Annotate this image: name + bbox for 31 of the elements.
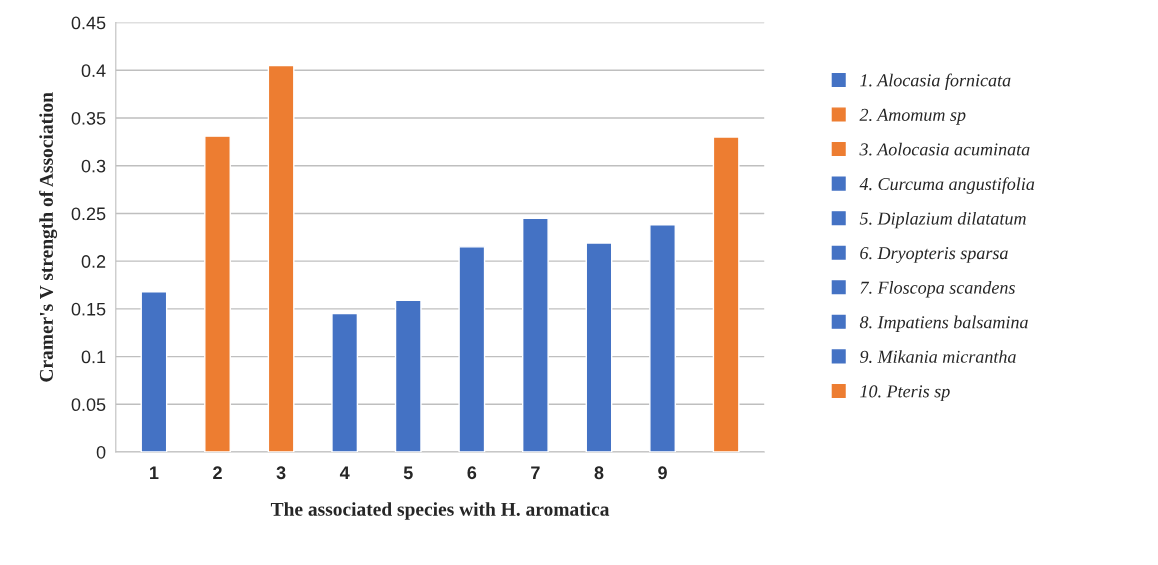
x-axis-title: The associated species with H. aromatica <box>270 502 610 520</box>
y-axis-title: Cramer's V strength of Association <box>39 92 58 382</box>
legend-label: 5. Diplazium dilatatum <box>859 211 1026 229</box>
x-tick-label: 5 <box>403 466 413 480</box>
legend-label: 3. Aolocasia acuminata <box>859 142 1030 156</box>
x-tick-label: 2 <box>213 466 222 479</box>
y-tick-label: 0.3 <box>81 159 106 173</box>
y-tick-label: 0.05 <box>71 398 106 412</box>
x-tick-label: 3 <box>276 466 286 480</box>
legend-label: 6. Dryopteris sparsa <box>860 247 1008 263</box>
y-tick-label: 0 <box>96 445 106 459</box>
x-tick-label: 1 <box>150 466 159 479</box>
x-tick-label: 6 <box>467 466 477 480</box>
legend-label: 4. Curcuma angustifolia <box>859 177 1035 194</box>
y-tick-label: 0.4 <box>81 64 106 78</box>
legend-label: 1. Alocasia fornicata <box>860 73 1011 91</box>
legend-label: 7. Floscopa scandens <box>860 281 1015 298</box>
legend-label: 10. Pteris sp <box>860 385 950 402</box>
x-tick-label: 7 <box>531 466 540 479</box>
y-tick-label: 0.45 <box>71 16 106 30</box>
x-tick-label: 4 <box>339 466 350 479</box>
x-tick-label: 9 <box>658 466 667 480</box>
legend-label: 2. Amomum sp <box>859 108 966 125</box>
y-tick-label: 0.1 <box>81 350 106 364</box>
y-tick-label: 0.15 <box>71 302 106 316</box>
legend-label: 8. Impatiens balsamina <box>859 315 1028 332</box>
y-tick-label: 0.35 <box>71 111 106 125</box>
y-tick-label: 0.25 <box>71 207 106 221</box>
y-tick-label: 0.2 <box>81 255 106 268</box>
x-tick-label: 8 <box>594 466 604 480</box>
legend-label: 9. Mikania micrantha <box>860 350 1016 363</box>
